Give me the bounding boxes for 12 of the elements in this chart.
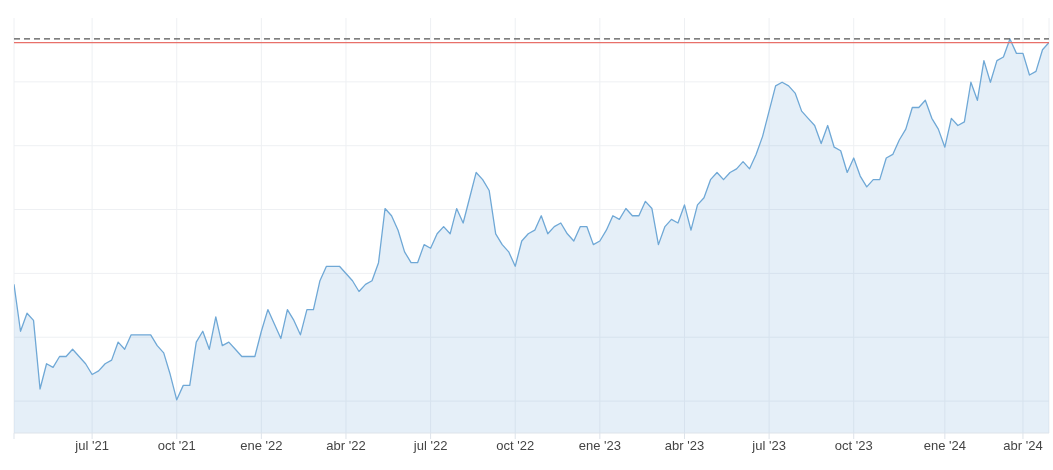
x-tick-label: ene '22 (240, 438, 283, 454)
x-tick-label: jul '22 (412, 438, 448, 454)
x-tick-label: abr '24 (1003, 438, 1043, 454)
x-tick-label: jul '23 (751, 438, 786, 454)
x-tick-label: ene '23 (578, 438, 621, 454)
x-tick-label: oct '23 (834, 438, 873, 454)
x-tick-label: abr '22 (326, 438, 366, 454)
x-tick-label: ene '24 (923, 438, 966, 454)
x-tick-label: oct '22 (496, 438, 535, 454)
x-tick-label: jul '21 (74, 438, 109, 454)
x-tick-label: abr '23 (664, 438, 705, 454)
x-tick-label: oct '21 (157, 438, 196, 454)
